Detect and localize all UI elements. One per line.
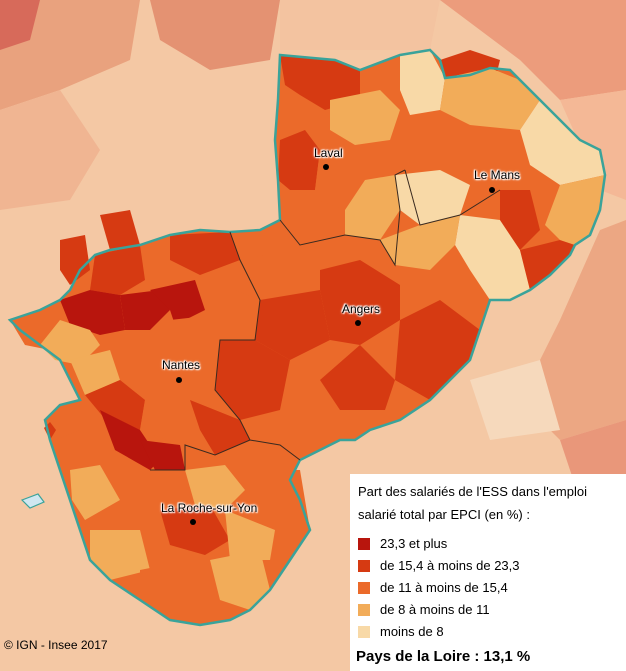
city-dot-nantes [176,377,182,383]
legend-swatch [358,538,370,550]
city-dot-angers [355,320,361,326]
city-dot-le-mans [489,187,495,193]
regional-total: Pays de la Loire : 13,1 % [356,648,531,665]
city-label-le-mans: Le Mans [474,168,521,182]
city-label-la-roche-sur-yon: La Roche-sur-Yon [161,501,258,515]
legend-swatch [358,582,370,594]
legend-label: moins de 8 [380,624,444,639]
legend-swatch [358,626,370,638]
epci-patches [10,50,605,620]
legend-swatch [358,560,370,572]
copyright-notice: © IGN - Insee 2017 [4,638,108,652]
city-label-laval: Laval [314,146,343,160]
legend-swatch [358,604,370,616]
department-borders [150,169,501,471]
city-label-angers: Angers [342,302,381,316]
city-dot-laval [323,164,329,170]
island-yeu [20,493,45,509]
legend: Part des salariés de l'ESS dans l'emploi… [350,474,626,671]
legend-title: Part des salariés de l'ESS dans l'emploi… [358,484,587,522]
legend-label: de 15,4 à moins de 23,3 [380,558,520,573]
region-border [7,48,607,627]
city-label-nantes: Nantes [162,358,201,372]
legend-label: de 11 à moins de 15,4 [380,580,508,595]
city-dot-la-roche-sur-yon [190,519,196,525]
legend-label: de 8 à moins de 11 [380,602,490,617]
legend-label: 23,3 et plus [380,536,448,551]
